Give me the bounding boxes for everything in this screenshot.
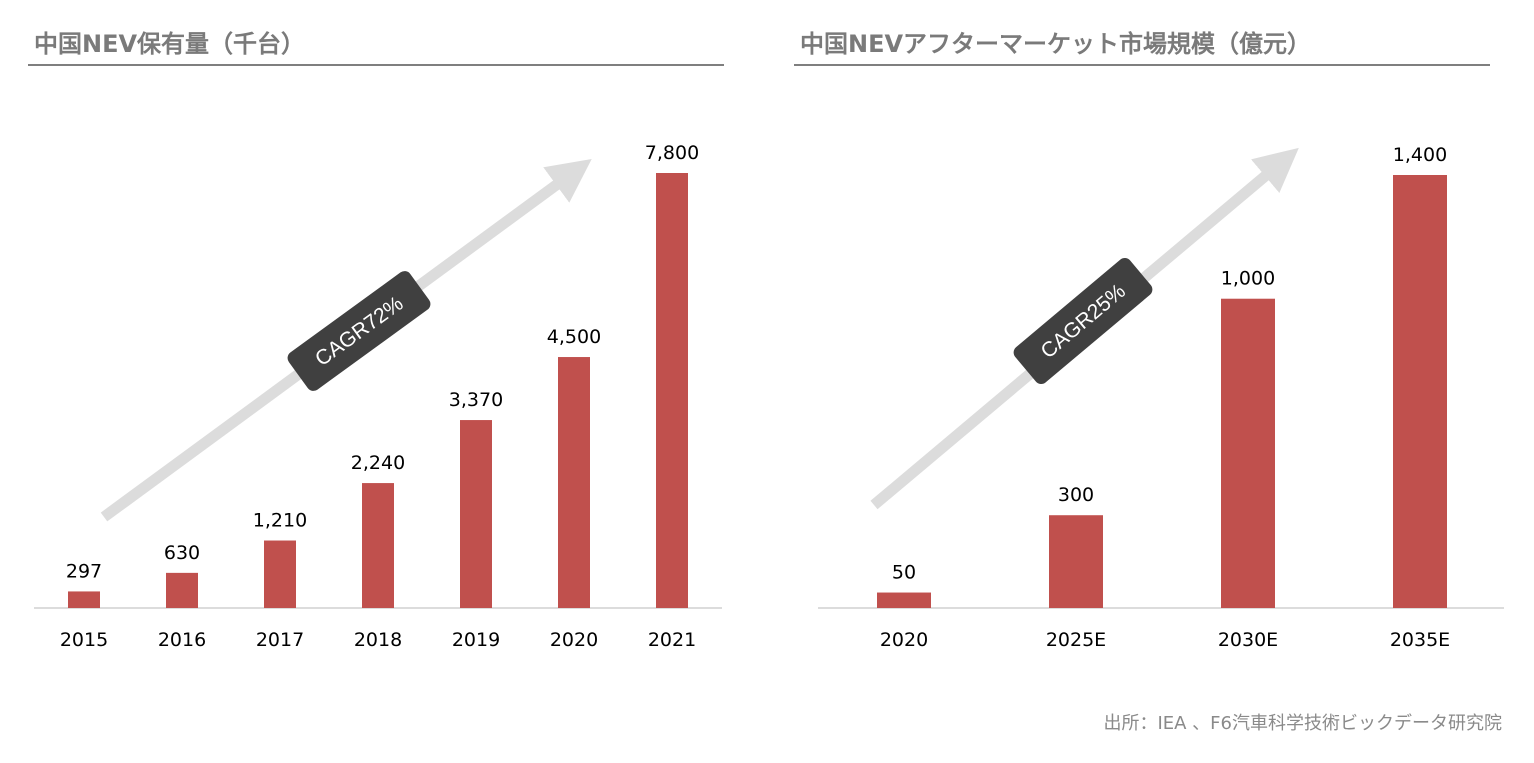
source-note: 出所：IEA 、F6汽車科学技術ビックデータ研究院: [1103, 713, 1502, 734]
value-label-left-2016: 630: [164, 542, 200, 564]
bar-left-2015: [68, 591, 100, 608]
category-label-left-2019: 2019: [452, 629, 500, 651]
bar-right-2035E: [1393, 175, 1447, 608]
value-label-left-2020: 4,500: [547, 326, 601, 348]
chart-title-right: 中国NEVアフターマーケット市場規模（億元）: [800, 30, 1312, 58]
cagr-badge-bg-left: [287, 271, 431, 391]
cagr-badge-bg-right: [1013, 258, 1153, 384]
value-label-right-2020: 50: [892, 562, 916, 584]
category-label-left-2020: 2020: [550, 629, 598, 651]
cagr-badge-left: CAGR72%: [287, 271, 431, 391]
bar-left-2016: [166, 572, 198, 608]
bar-left-2021: [656, 173, 688, 608]
bar-right-2030E: [1221, 298, 1275, 608]
category-label-right-2025E: 2025E: [1046, 629, 1106, 651]
bar-left-2019: [460, 420, 492, 608]
category-label-right-2030E: 2030E: [1218, 629, 1278, 651]
value-label-left-2021: 7,800: [645, 142, 699, 164]
bar-left-2018: [362, 483, 394, 608]
value-label-left-2019: 3,370: [449, 389, 503, 411]
bar-chart-right: CAGR25% 50 2020 300 2025E 1,000 2030E 1,400 203…: [818, 144, 1504, 651]
value-label-left-2017: 1,210: [253, 510, 307, 532]
category-label-left-2021: 2021: [648, 629, 696, 651]
category-label-left-2018: 2018: [354, 629, 402, 651]
title-rule-right: [794, 64, 1490, 66]
bar-chart-left: CAGR72% 297 2015 630 2016 1,210 2017 2,240 2018…: [34, 142, 722, 651]
cagr-badge-right: CAGR25%: [1013, 258, 1153, 384]
value-label-right-2030E: 1,000: [1221, 268, 1275, 290]
category-label-left-2016: 2016: [158, 629, 206, 651]
category-label-left-2017: 2017: [256, 629, 304, 651]
value-label-right-2025E: 300: [1058, 484, 1094, 506]
bar-left-2020: [558, 357, 590, 608]
bar-right-2020: [877, 592, 931, 608]
bar-left-2017: [264, 540, 296, 608]
bar-right-2025E: [1049, 515, 1103, 608]
value-label-left-2018: 2,240: [351, 452, 405, 474]
category-label-left-2015: 2015: [60, 629, 108, 651]
value-label-right-2035E: 1,400: [1393, 144, 1447, 166]
title-rule-left: [28, 64, 724, 66]
value-label-left-2015: 297: [66, 560, 102, 582]
category-label-right-2035E: 2035E: [1390, 629, 1450, 651]
chart-title-left: 中国NEV保有量（千台）: [34, 30, 306, 58]
category-label-right-2020: 2020: [880, 629, 928, 651]
